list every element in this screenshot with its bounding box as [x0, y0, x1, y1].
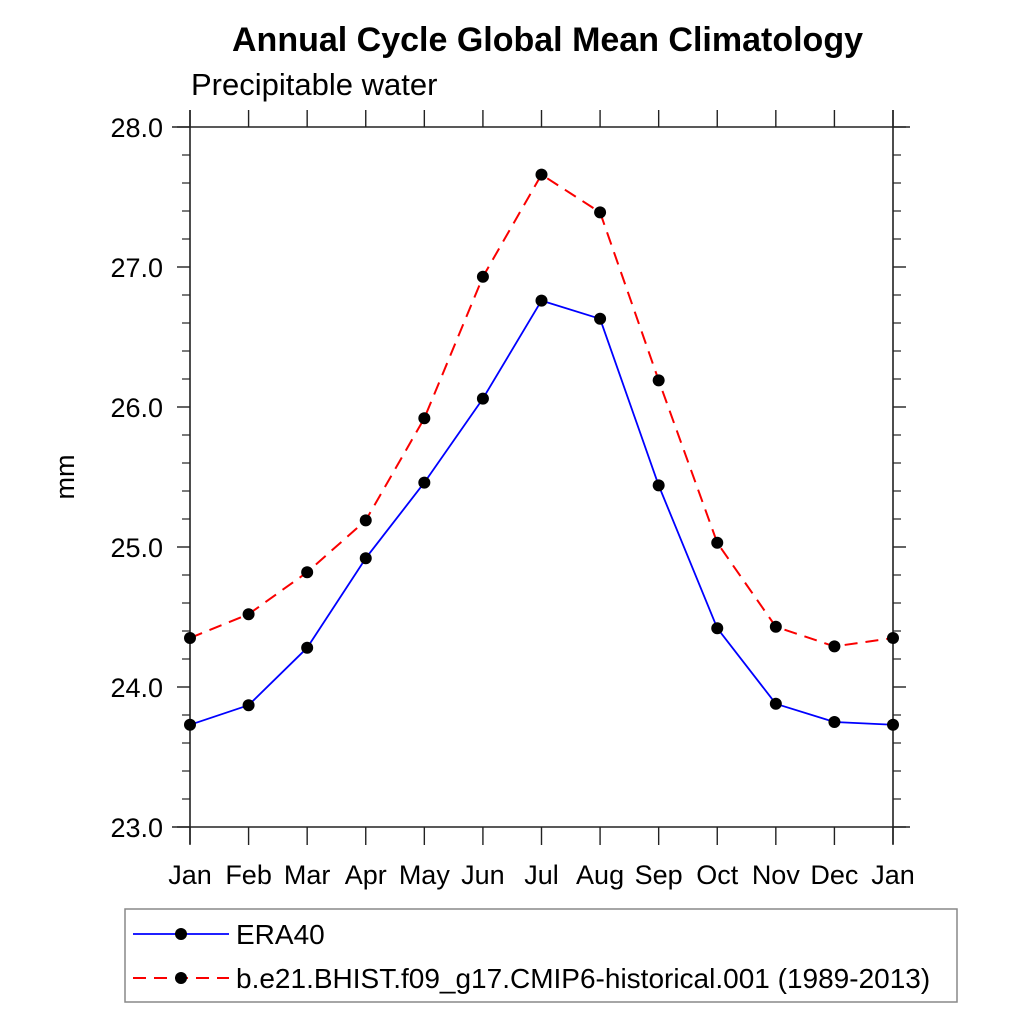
x-tick-label: May — [399, 860, 451, 890]
data-point — [418, 412, 431, 425]
x-tick-label: Jul — [524, 860, 559, 890]
data-point — [535, 168, 548, 181]
data-point — [301, 566, 314, 579]
data-point — [769, 620, 782, 633]
y-axis: 23.0 24.0 25.0 26.0 27.0 28.0 — [110, 113, 906, 843]
data-point — [828, 716, 841, 728]
x-tick-label: Jan — [871, 860, 915, 890]
legend: ERA40 b.e21.BHIST.f09_g17.CMIP6-historica… — [124, 908, 958, 1003]
y-tick-label: 27.0 — [110, 253, 163, 283]
data-point — [242, 608, 255, 621]
series-line — [189, 173, 894, 648]
y-tick-label: 28.0 — [110, 113, 163, 143]
x-tick-label: Oct — [696, 860, 739, 890]
legend-sample-marker — [175, 928, 187, 940]
x-tick-label: Sep — [635, 860, 683, 890]
legend-label: b.e21.BHIST.f09_g17.CMIP6-historical.001… — [236, 963, 930, 994]
x-tick-label: Apr — [345, 860, 387, 890]
data-point — [769, 697, 782, 710]
data-point — [476, 270, 489, 283]
legend-label: ERA40 — [236, 919, 325, 950]
data-point — [301, 641, 314, 654]
data-point — [594, 206, 607, 219]
x-tick-label: Mar — [284, 860, 331, 890]
data-point — [652, 374, 665, 387]
data-point — [887, 718, 899, 731]
x-axis: Jan Feb Mar Apr May Jun Jul Aug Sep Oct Nov Dec Jan — [168, 110, 915, 890]
chart-title: Annual Cycle Global Mean Climatology — [232, 21, 863, 59]
data-point — [359, 514, 372, 527]
x-tick-label: Aug — [576, 860, 624, 890]
series-line — [189, 299, 894, 726]
data-point — [828, 640, 841, 653]
data-point — [711, 622, 724, 635]
data-point — [184, 718, 196, 731]
series-model — [184, 168, 899, 653]
data-point — [887, 632, 899, 644]
x-tick-label: Dec — [810, 860, 858, 890]
y-tick-label: 24.0 — [110, 673, 163, 703]
x-tick-label: Nov — [752, 860, 801, 890]
data-point — [242, 699, 255, 712]
data-point — [359, 552, 372, 565]
axes-frame — [172, 110, 910, 844]
data-point — [594, 312, 607, 325]
y-tick-label: 23.0 — [110, 813, 163, 843]
data-point — [184, 632, 196, 644]
chart-subtitle: Precipitable water — [191, 67, 438, 102]
y-axis-title: mm — [50, 455, 80, 500]
y-tick-label: 26.0 — [110, 393, 163, 423]
data-point — [418, 476, 431, 489]
data-point — [711, 536, 724, 549]
series-era40 — [184, 294, 899, 731]
data-point — [535, 294, 548, 307]
x-tick-label: Jan — [168, 860, 212, 890]
y-tick-label: 25.0 — [110, 533, 163, 563]
x-tick-label: Jun — [461, 860, 505, 890]
x-tick-label: Feb — [225, 860, 272, 890]
legend-box — [124, 908, 958, 1003]
legend-sample-marker — [175, 972, 187, 984]
data-point — [476, 392, 489, 405]
data-point — [652, 479, 665, 492]
